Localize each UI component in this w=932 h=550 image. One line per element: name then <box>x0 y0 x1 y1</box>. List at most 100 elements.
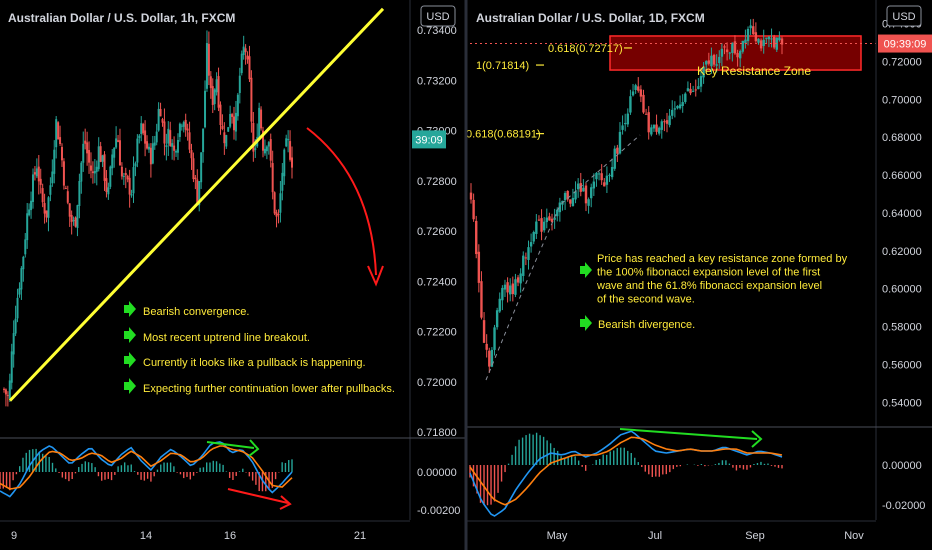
candle-body <box>532 231 535 242</box>
green-arrow-icon <box>580 262 592 278</box>
y-tick-label: 0.60000 <box>882 284 922 296</box>
candle-body <box>723 46 726 48</box>
candle-body <box>626 113 630 125</box>
candle-body <box>571 197 575 207</box>
candle-body <box>196 179 199 204</box>
candle-body <box>759 40 763 49</box>
uptrend-line[interactable] <box>8 7 385 402</box>
y-tick-label: 0.72200 <box>417 327 457 339</box>
candle-body <box>111 154 114 169</box>
candle-body <box>215 79 218 93</box>
candle-body <box>115 138 118 148</box>
candle-body <box>62 161 65 186</box>
macd-line <box>0 441 293 498</box>
candle-body <box>738 51 742 59</box>
fib-guide-line <box>485 134 641 381</box>
candle-body <box>91 171 94 174</box>
candle-body <box>28 209 31 216</box>
candle-body <box>271 163 274 193</box>
candle-body <box>26 213 29 241</box>
green-arrow-icon <box>124 301 136 317</box>
currency-badge[interactable] <box>420 5 456 27</box>
candle-body <box>754 32 758 42</box>
candle-body <box>205 43 208 89</box>
candle-body <box>634 85 637 91</box>
candle-body <box>159 108 162 117</box>
candle-body <box>273 192 276 214</box>
y-tick-label: 0.56000 <box>882 359 922 371</box>
candle-body <box>93 171 96 174</box>
candle-body <box>82 143 85 163</box>
candle-body <box>715 64 718 66</box>
candle-body <box>236 94 239 117</box>
candle-body <box>128 177 131 195</box>
y-tick-label: 0.66000 <box>882 170 922 182</box>
x-tick-label: 21 <box>354 530 366 542</box>
resistance-zone-label: Key Resistance Zone <box>697 64 811 78</box>
candle-body <box>238 75 241 93</box>
candle-body <box>576 183 580 190</box>
candle-body <box>702 66 705 78</box>
candle-body <box>120 166 123 177</box>
indicator-y-tick-label: -0.00200 <box>417 505 460 517</box>
y-tick-label: 0.54000 <box>882 397 922 409</box>
y-tick-label: 0.73400 <box>417 25 457 37</box>
candle-body <box>180 125 183 127</box>
candle-body <box>281 172 284 191</box>
candle-body <box>676 105 679 109</box>
candle-body <box>225 135 228 147</box>
candle-body <box>18 288 21 295</box>
candle-body <box>757 38 760 43</box>
price-tag <box>878 34 932 53</box>
candle-body <box>736 53 739 58</box>
candle-body <box>3 388 5 390</box>
candle-body <box>707 60 711 64</box>
candle-body <box>31 174 34 202</box>
candle-body <box>76 205 79 228</box>
candle-body <box>733 41 737 54</box>
candle-body <box>542 221 546 231</box>
candle-body <box>105 178 108 193</box>
annotation-note: Expecting further continuation lower aft… <box>143 383 395 395</box>
candle-body <box>182 122 185 127</box>
candle-body <box>209 76 212 89</box>
green-arrow-icon <box>124 378 136 394</box>
candle-body <box>600 173 603 181</box>
candle-body <box>265 146 268 152</box>
candle-body <box>569 199 572 204</box>
y-tick-label: 0.70000 <box>882 94 922 106</box>
candle-body <box>252 122 255 152</box>
candle-body <box>647 112 650 133</box>
currency-badge-label: USD <box>892 11 915 23</box>
fib-level-label: 1(0.71814) <box>476 60 529 72</box>
candle-body <box>535 221 538 234</box>
currency-badge[interactable] <box>886 5 922 27</box>
candle-body <box>47 197 50 218</box>
divergence-arrow-green <box>619 428 758 440</box>
annotation-note: Bearish convergence. <box>143 306 249 318</box>
candle-body <box>671 109 674 116</box>
y-tick-label: 0.64000 <box>882 208 922 220</box>
candle-body <box>691 90 695 92</box>
candle-body <box>64 188 67 190</box>
annotation-note: the 100% fibonacci expansion level of th… <box>597 267 820 279</box>
candle-body <box>8 380 11 399</box>
candle-body <box>529 242 533 247</box>
candle-body <box>66 191 69 203</box>
candle-body <box>283 149 286 177</box>
candle-body <box>752 26 755 35</box>
candle-body <box>506 282 509 293</box>
candle-body <box>655 124 658 132</box>
candle-body <box>566 190 569 200</box>
candle-body <box>590 187 593 199</box>
candle-body <box>516 277 520 283</box>
candle-body <box>130 194 133 196</box>
candle-body <box>678 104 682 109</box>
candle-body <box>603 182 606 187</box>
candle-body <box>219 104 222 125</box>
candle-body <box>548 216 551 221</box>
candle-body <box>49 185 52 195</box>
candle-body <box>10 351 13 383</box>
candle-body <box>186 128 189 131</box>
